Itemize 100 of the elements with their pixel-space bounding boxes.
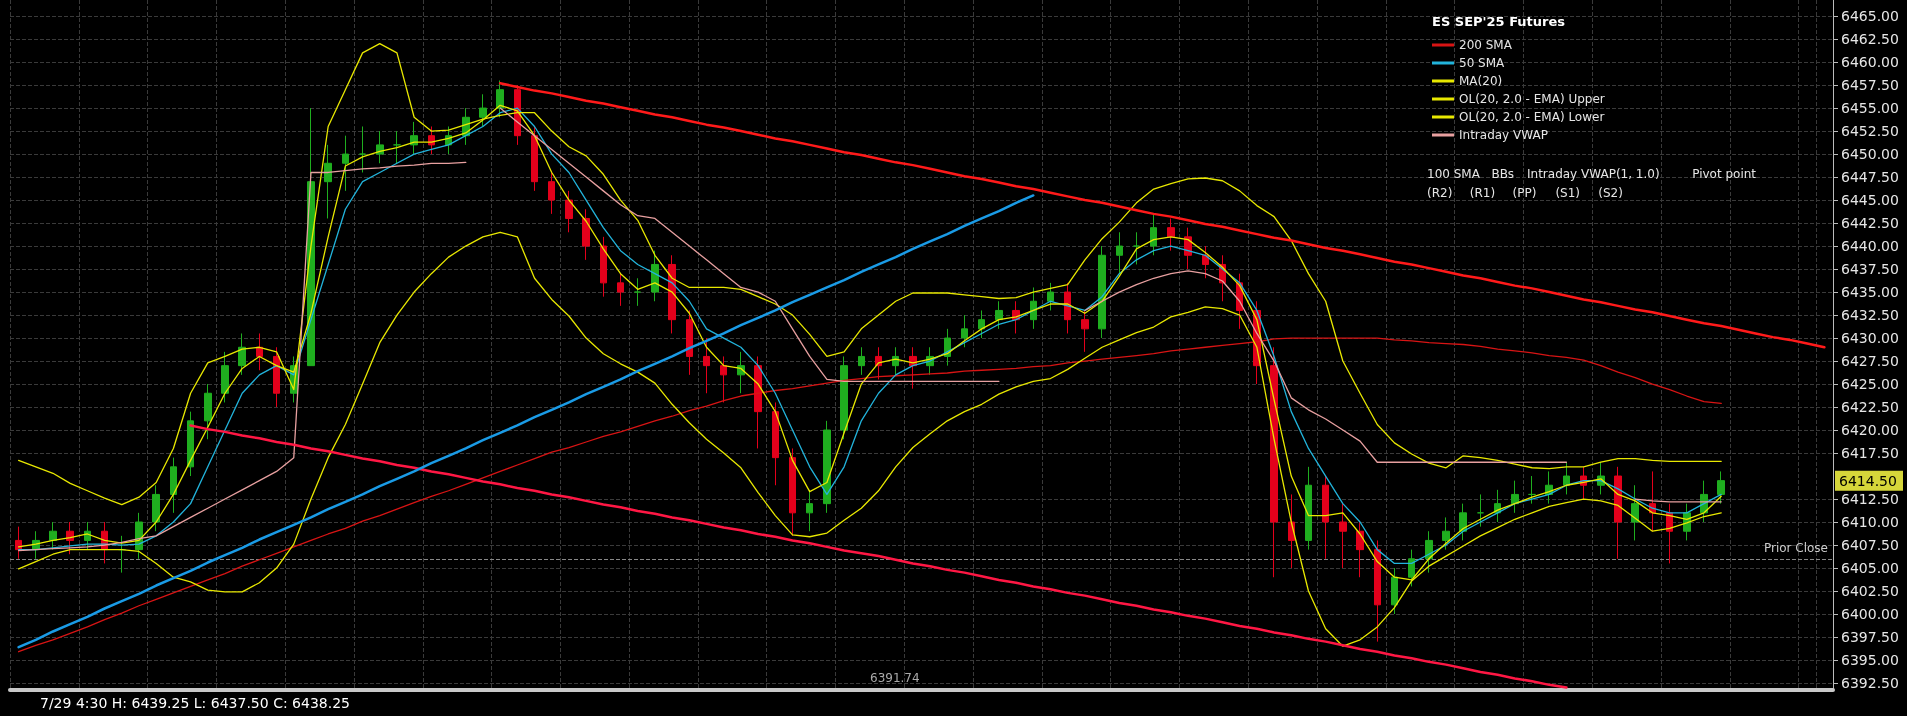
candlestick xyxy=(84,521,91,551)
candlestick xyxy=(496,79,504,118)
y-tick-label: 6422.50 xyxy=(1841,399,1899,416)
candlestick xyxy=(170,457,177,514)
candlestick xyxy=(531,125,538,192)
candlestick xyxy=(806,489,813,532)
candlestick xyxy=(204,383,212,440)
candlestick xyxy=(634,277,641,307)
candlestick xyxy=(1081,309,1089,353)
candlestick xyxy=(600,236,607,298)
annotation: (S1) xyxy=(1555,186,1581,200)
candlestick xyxy=(152,484,160,532)
candlestick xyxy=(479,93,487,127)
candlestick xyxy=(1717,470,1725,505)
y-tick-label: 6440.00 xyxy=(1841,238,1899,255)
candlestick xyxy=(1150,213,1157,256)
candlestick xyxy=(789,447,796,537)
y-tick-label: 6425.00 xyxy=(1841,376,1899,393)
y-tick-label: 6437.50 xyxy=(1841,261,1899,278)
y-tick-label: 6465.00 xyxy=(1841,8,1899,25)
y-tick-label: 6432.50 xyxy=(1841,307,1899,324)
candlestick xyxy=(1322,475,1329,560)
candlestick xyxy=(961,314,968,348)
text: ES SEP'25 Futures xyxy=(1432,14,1566,29)
candlestick xyxy=(1459,503,1467,541)
candlestick xyxy=(1098,245,1106,339)
candlestick xyxy=(393,130,401,164)
y-tick-label: 6417.50 xyxy=(1841,445,1899,462)
candlestick xyxy=(238,332,246,376)
candlestick xyxy=(1270,346,1278,578)
candlestick xyxy=(256,332,263,371)
y-tick-label: 6395.00 xyxy=(1841,652,1899,669)
candlestick xyxy=(1047,282,1054,311)
candlestick xyxy=(1064,282,1071,334)
candlestick xyxy=(668,254,676,334)
y-tick-label: 6435.00 xyxy=(1841,284,1899,301)
y-tick-label: 6392.50 xyxy=(1841,675,1899,692)
candlestick xyxy=(1477,493,1484,528)
y-tick-label: 6427.50 xyxy=(1841,353,1899,370)
y-tick-label: 6460.00 xyxy=(1841,54,1899,71)
y-tick-label: 6450.00 xyxy=(1841,146,1899,163)
y-tick-label: 6462.50 xyxy=(1841,31,1899,48)
candlestick xyxy=(858,346,865,376)
annotation: (R2) xyxy=(1427,186,1453,200)
legend-label: 50 SMA xyxy=(1459,56,1506,70)
legend-label: OL(20, 2.0 - EMA) Lower xyxy=(1459,110,1605,124)
y-tick-label: 6412.50 xyxy=(1841,491,1899,508)
text: 6414.50 xyxy=(1839,472,1897,489)
y-tick-label: 6397.50 xyxy=(1841,629,1899,646)
candlestick xyxy=(1030,286,1037,330)
legend-label: MA(20) xyxy=(1459,74,1503,88)
annotation: Intraday VWAP(1, 1.0) xyxy=(1527,167,1660,181)
candlestick xyxy=(1339,503,1347,569)
y-tick-label: 6420.00 xyxy=(1841,422,1899,439)
candlestick xyxy=(754,355,762,449)
legend-label: 200 SMA xyxy=(1459,38,1513,52)
y-tick-label: 6402.50 xyxy=(1841,583,1899,600)
candlestick xyxy=(187,411,194,477)
candlestick xyxy=(1666,503,1673,564)
y-tick-label: 6457.50 xyxy=(1841,77,1899,94)
candlestick xyxy=(49,521,57,551)
text: 7/29 4:30 H: 6439.25 L: 6437.50 C: 6438.25 xyxy=(40,695,350,711)
y-tick-label: 6447.50 xyxy=(1841,169,1899,186)
candlestick xyxy=(1614,466,1622,560)
candlestick xyxy=(1391,567,1398,615)
legend-label: Intraday VWAP xyxy=(1459,128,1548,142)
y-tick-label: 6410.00 xyxy=(1841,514,1899,531)
y-tick-label: 6405.00 xyxy=(1841,560,1899,577)
candlestick xyxy=(548,171,555,215)
candlestick xyxy=(273,346,280,408)
candlestick xyxy=(1374,539,1381,643)
candlestick xyxy=(221,351,229,403)
candlestick xyxy=(651,250,659,302)
candlestick xyxy=(772,401,779,486)
candlestick xyxy=(342,135,349,192)
y-tick-label: 6430.00 xyxy=(1841,330,1899,347)
candlestick xyxy=(720,355,727,403)
candlestick xyxy=(1631,484,1639,541)
line-series xyxy=(189,424,1568,689)
candlestick xyxy=(1116,231,1123,275)
candlestick xyxy=(1167,217,1175,252)
annotation: BBs xyxy=(1491,167,1515,181)
legend-label: OL(20, 2.0 - EMA) Upper xyxy=(1459,92,1605,106)
candlestick xyxy=(359,125,366,173)
candlestick xyxy=(565,190,573,233)
candlestick xyxy=(324,144,332,219)
annotation: 6391.74 xyxy=(870,671,920,685)
ref-line-label: Prior Close xyxy=(1763,540,1828,555)
candlestick xyxy=(1563,461,1570,495)
annotation: (PP) xyxy=(1512,186,1537,200)
candlestick xyxy=(1408,549,1415,587)
candlestick xyxy=(1305,466,1312,551)
candlestick xyxy=(840,355,848,440)
candlestick xyxy=(1133,231,1140,265)
candlestick xyxy=(686,309,693,376)
annotation: (S2) xyxy=(1598,186,1623,200)
annotation: (R1) xyxy=(1469,186,1496,200)
candlestick xyxy=(1511,480,1519,514)
line-series xyxy=(17,194,1035,649)
candlestick xyxy=(1442,516,1450,551)
